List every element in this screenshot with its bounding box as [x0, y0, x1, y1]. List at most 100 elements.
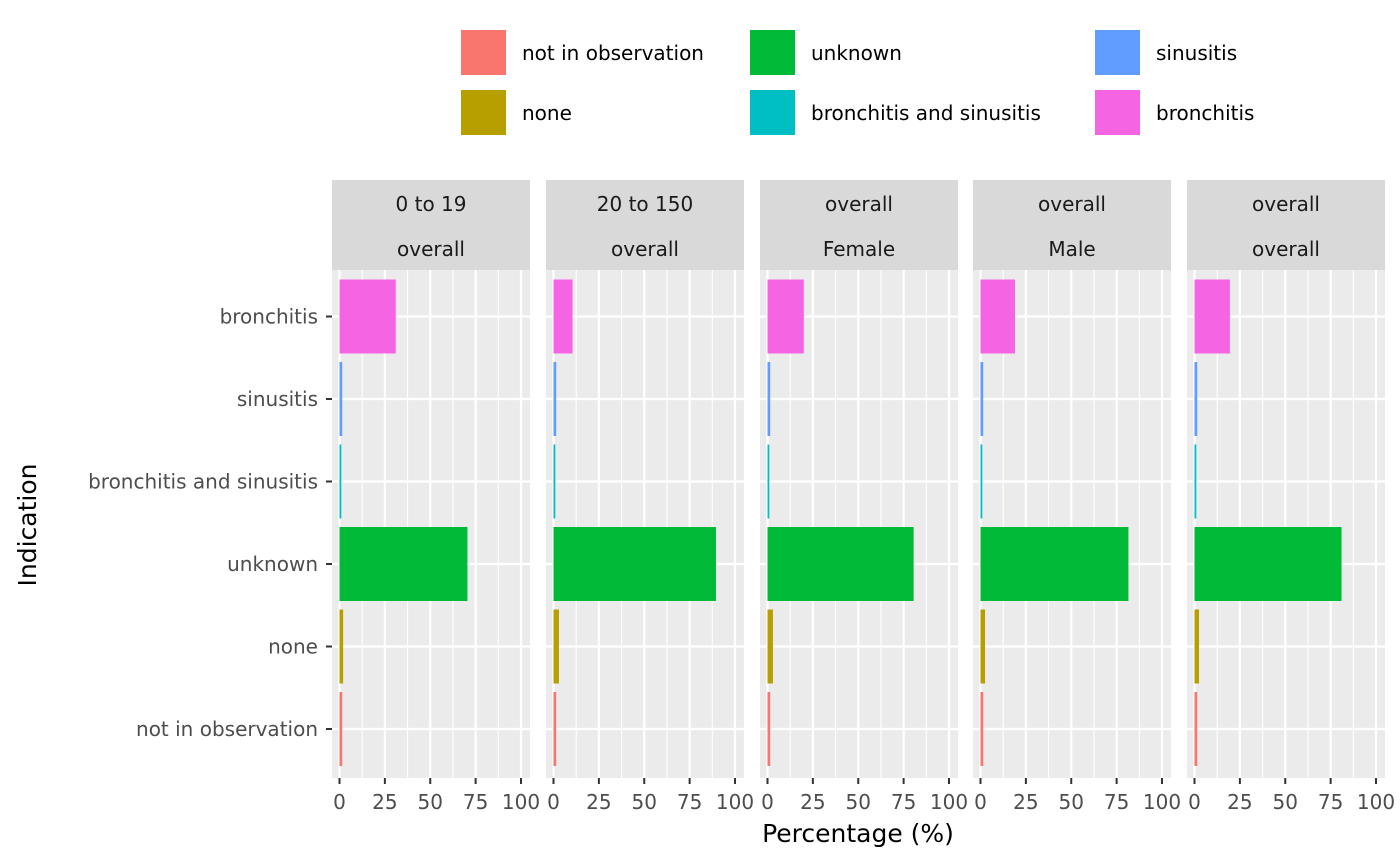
x-tick-label: 50 — [418, 790, 443, 814]
bar-sinusitis — [339, 362, 343, 436]
x-tick-label: 25 — [1227, 790, 1252, 814]
bar-not-in-observation — [980, 692, 984, 766]
y-tick-label: bronchitis — [220, 305, 318, 329]
x-tick-label: 100 — [930, 790, 968, 814]
x-tick-label: 100 — [1357, 790, 1395, 814]
bar-sinusitis — [553, 362, 557, 436]
x-tick-label: 100 — [502, 790, 540, 814]
x-tick-label: 75 — [1104, 790, 1129, 814]
bar-none — [1194, 609, 1200, 684]
legend-item-not-in-observation: not in observation — [461, 30, 704, 75]
bar-not-in-observation — [553, 692, 557, 766]
facet-strip-label: overall — [1252, 237, 1320, 261]
facet-strip-label: overall — [1038, 192, 1106, 216]
legend-label: none — [522, 101, 572, 125]
x-tick-label: 50 — [632, 790, 657, 814]
bar-none — [980, 609, 986, 684]
bar-bronchitis-and-sinusitis — [980, 444, 983, 519]
bar-not-in-observation — [767, 692, 771, 766]
bar-sinusitis — [980, 362, 984, 436]
legend-swatch — [750, 90, 795, 135]
legend-item-bronchitis-and-sinusitis: bronchitis and sinusitis — [750, 90, 1041, 135]
x-tick-label: 75 — [1318, 790, 1343, 814]
bar-bronchitis-and-sinusitis — [339, 444, 342, 519]
legend-item-unknown: unknown — [750, 30, 902, 75]
bar-unknown — [339, 527, 468, 601]
legend-swatch — [1095, 30, 1140, 75]
x-tick-label: 25 — [586, 790, 611, 814]
bar-not-in-observation — [339, 692, 343, 766]
facet-panel-2: 20 to 150 overall 0 25 50 75 100 — [546, 180, 754, 814]
x-tick-label: 100 — [1143, 790, 1181, 814]
x-tick-label: 0 — [333, 790, 346, 814]
bar-unknown — [980, 527, 1129, 601]
bar-bronchitis — [339, 279, 396, 354]
facet-strip-label: overall — [1252, 192, 1320, 216]
legend-label: bronchitis — [1156, 101, 1254, 125]
y-axis-title: Indication — [13, 464, 42, 587]
x-tick-label: 50 — [1273, 790, 1298, 814]
bar-unknown — [553, 527, 716, 601]
facet-strip — [973, 180, 1171, 270]
x-tick-label: 75 — [677, 790, 702, 814]
bar-sinusitis — [1194, 362, 1198, 436]
y-tick-label: sinusitis — [237, 387, 318, 411]
facet-panels: 0 to 19 overall 0 25 50 75 100 20 to 150 overall… — [332, 180, 1395, 814]
bar-none — [767, 609, 773, 684]
bar-unknown — [767, 527, 914, 601]
bar-sinusitis — [767, 362, 771, 436]
x-tick-label: 75 — [463, 790, 488, 814]
y-axis: bronchitis sinusitis bronchitis and sinusi… — [88, 305, 332, 741]
x-tick-label: 0 — [761, 790, 774, 814]
bar-none — [339, 609, 344, 684]
facet-strip-label: overall — [397, 237, 465, 261]
bar-bronchitis-and-sinusitis — [553, 444, 556, 519]
bar-bronchitis — [553, 279, 573, 354]
legend-label: bronchitis and sinusitis — [811, 101, 1041, 125]
facet-strip — [1187, 180, 1385, 270]
bar-not-in-observation — [1194, 692, 1198, 766]
x-tick-label: 0 — [974, 790, 987, 814]
x-tick-label: 0 — [547, 790, 560, 814]
facet-strip — [760, 180, 958, 270]
legend-swatch — [461, 90, 506, 135]
x-tick-label: 100 — [716, 790, 754, 814]
x-tick-label: 50 — [1059, 790, 1084, 814]
legend-label: not in observation — [522, 41, 704, 65]
legend-item-bronchitis: bronchitis — [1095, 90, 1254, 135]
bar-bronchitis — [1194, 279, 1230, 354]
y-tick-label: unknown — [227, 552, 318, 576]
facet-strip-label: overall — [825, 192, 893, 216]
facet-panel-1: 0 to 19 overall 0 25 50 75 100 — [332, 180, 540, 814]
facet-strip-label: Male — [1048, 237, 1095, 261]
facet-strip-label: Female — [823, 237, 895, 261]
bar-bronchitis-and-sinusitis — [767, 444, 770, 519]
x-axis-title: Percentage (%) — [762, 819, 954, 848]
bar-bronchitis — [767, 279, 804, 354]
facet-strip — [332, 180, 530, 270]
y-tick-label: none — [268, 635, 318, 659]
y-tick-label: bronchitis and sinusitis — [88, 470, 318, 494]
x-tick-label: 25 — [1013, 790, 1038, 814]
x-tick-label: 25 — [800, 790, 825, 814]
bar-none — [553, 609, 559, 684]
x-tick-label: 75 — [891, 790, 916, 814]
bar-bronchitis — [980, 279, 1015, 354]
bar-bronchitis-and-sinusitis — [1194, 444, 1197, 519]
facet-strip-label: 0 to 19 — [396, 192, 467, 216]
facet-strip-label: 20 to 150 — [597, 192, 693, 216]
facet-strip — [546, 180, 744, 270]
legend-label: sinusitis — [1156, 41, 1237, 65]
y-tick-label: not in observation — [136, 717, 318, 741]
legend-item-none: none — [461, 90, 572, 135]
legend-swatch — [461, 30, 506, 75]
facet-panel-4: overall Male 0 25 50 75 100 — [973, 180, 1181, 814]
bar-unknown — [1194, 527, 1342, 601]
facet-panel-3: overall Female 0 25 50 75 100 — [760, 180, 968, 814]
legend-swatch — [750, 30, 795, 75]
x-tick-label: 0 — [1188, 790, 1201, 814]
legend-item-sinusitis: sinusitis — [1095, 30, 1237, 75]
facet-panel-5: overall overall 0 25 50 75 100 — [1187, 180, 1395, 814]
x-tick-label: 25 — [372, 790, 397, 814]
legend-label: unknown — [811, 41, 902, 65]
